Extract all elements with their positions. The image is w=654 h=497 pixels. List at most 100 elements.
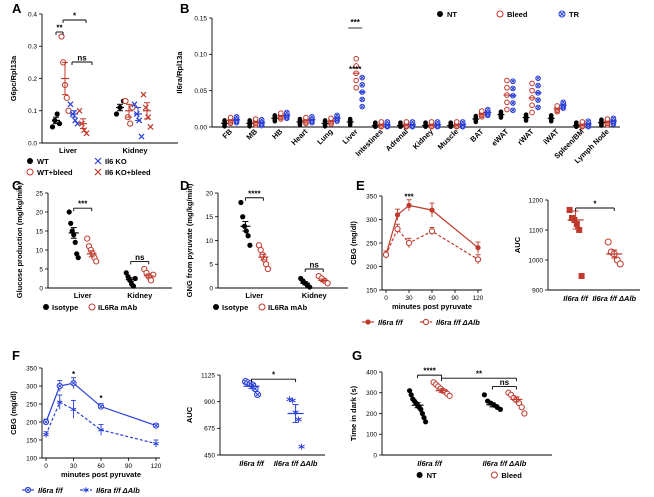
panel-f-auc-ytick-label: 1125	[201, 372, 215, 379]
panel-f-point	[97, 403, 105, 410]
panel-c-point	[150, 271, 157, 278]
panel-f-ytick-label: 300	[26, 383, 37, 390]
panel-d-legend-label: IL6Ra mAb	[268, 303, 308, 312]
panel-c-legend-label: Isotype	[52, 303, 78, 312]
panel-a-legend-label: WT+bleed	[37, 168, 73, 177]
panel-e-auc-y-label: AUC	[513, 236, 522, 253]
panel-b-point	[510, 85, 516, 92]
panel-f-point	[70, 380, 77, 387]
panel-f-point	[42, 418, 50, 426]
panel-b-category: BAT	[468, 127, 485, 144]
panel-b-point	[227, 114, 234, 121]
panel-b-point	[233, 114, 240, 120]
panel-d-category: Liver	[245, 291, 263, 300]
panel-a-y-label: G6pc/Rpl13a	[9, 55, 18, 101]
panel-a-point	[138, 133, 145, 140]
panel-g-sig-label: ****	[423, 367, 436, 376]
panel-a-ytick-label: 0.2	[28, 76, 37, 83]
panel-a-ytick-label: 0.3	[28, 44, 37, 51]
panel-b-point	[359, 74, 365, 81]
panel-f-xtick-label: 120	[151, 463, 162, 470]
panel-g-ytick-label: 0	[373, 452, 377, 459]
panel-e-point	[406, 202, 412, 208]
panel-b-category: Kidney	[411, 126, 436, 151]
panel-g-category: Il6ra f/f ΔAlb	[483, 459, 527, 468]
panel-a-point	[140, 91, 147, 98]
panel-b-point	[535, 75, 541, 82]
panel-f-auc-ytick-label: 675	[204, 426, 215, 433]
panel-e-ytick-label: 300	[366, 217, 377, 224]
panel-g-point	[481, 392, 487, 398]
panel-d-sig-label: ns	[310, 261, 320, 270]
panel-b-point	[353, 84, 359, 91]
panel-c-y-label: Glucose production (mg/kg/min)	[15, 182, 24, 298]
panel-e-ytick-label: 250	[366, 240, 377, 247]
panel-a-point	[49, 124, 56, 130]
panel-b-category: Lung	[315, 127, 335, 147]
panel-b-point	[459, 119, 466, 125]
panel-f-point	[56, 382, 63, 390]
panel-b-point	[510, 78, 516, 85]
panel-b-category: Heart	[289, 127, 309, 147]
panel-c-ytick-label: 10	[36, 247, 44, 254]
panel-b-point	[529, 87, 535, 94]
panel-e-y-label: CBG (mg/dl)	[349, 221, 358, 265]
panel-b-point	[222, 118, 227, 123]
panel-f-auc-ytick-label: 450	[204, 452, 215, 459]
panel-b-category: MB	[244, 127, 259, 142]
panel-a-point	[76, 107, 83, 114]
panel-f-point	[43, 432, 49, 438]
panel-b-point	[353, 77, 359, 84]
panel-b-point	[604, 116, 611, 122]
panel-c-point	[75, 255, 81, 261]
panel-f-ytick-label: 100	[26, 455, 37, 462]
panel-e-point	[428, 228, 436, 235]
panel-g-legend-marker	[416, 472, 423, 478]
panel-a-point	[131, 101, 138, 108]
panel-d-legend-marker	[213, 304, 219, 310]
panel-g-point	[407, 388, 413, 394]
panel-c-point	[72, 239, 78, 245]
panel-e-auc-ytick-label: 900	[532, 287, 543, 294]
panel-d-point	[238, 199, 244, 206]
panel-a-point	[54, 111, 60, 117]
panel-b-point	[359, 103, 365, 110]
panel-a-legend-marker	[94, 168, 102, 176]
panel-f-sig-label: *	[99, 394, 103, 403]
panel-b-point	[284, 109, 290, 116]
panel-b-point	[373, 120, 378, 125]
panel-g-point	[419, 410, 425, 417]
panel-b-category: Muscle	[436, 127, 460, 151]
panel-e-legend-marker	[365, 319, 371, 325]
panel-b-point	[423, 120, 428, 125]
panel-b-point	[599, 117, 604, 123]
panel-c-point	[132, 275, 138, 282]
panel-f-auc-point	[289, 397, 296, 404]
panel-g-ytick-label: 100	[366, 432, 377, 439]
panel-d-point	[264, 265, 271, 273]
panel-b-point	[485, 106, 491, 113]
panel-e-legend-marker	[422, 318, 430, 326]
panel-b-legend-label: TR	[569, 10, 580, 19]
panel-d-legend-marker	[258, 303, 266, 311]
panel-c-point	[147, 277, 155, 284]
panel-a-point	[56, 121, 63, 127]
panel-b-point	[585, 118, 592, 125]
panel-b-point	[610, 115, 617, 122]
panel-b-point	[453, 119, 460, 125]
panel-b-y-label: Il6ra/Rpl13a	[175, 51, 184, 94]
panel-a-point	[67, 101, 74, 108]
panel-b-point	[278, 110, 284, 116]
panel-d-sig-label: ****	[248, 189, 261, 198]
panel-g-point	[518, 404, 525, 411]
panel-f-ytick-label: 150	[26, 437, 37, 444]
panel-a-ytick-label: 0.0	[28, 140, 37, 147]
panel-c-sig-label: ns	[135, 253, 145, 262]
panel-a-ytick-label: 0.4	[28, 11, 37, 18]
panel-a-point	[122, 97, 129, 105]
panel-a-legend-label: Il6 KO+bleed	[105, 168, 151, 177]
panel-b-point	[384, 119, 391, 125]
panel-e-auc-point	[566, 207, 573, 213]
panel-e-point	[394, 212, 401, 218]
